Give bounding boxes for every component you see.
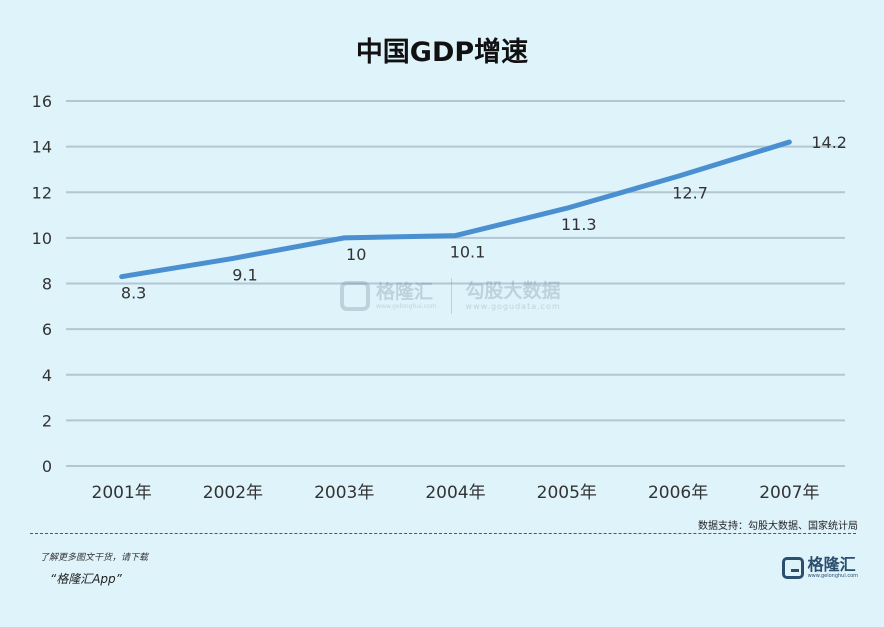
watermark-separator bbox=[450, 278, 452, 314]
brand-url: www.gelonghui.com bbox=[807, 572, 858, 579]
x-tick-label: 2005年 bbox=[537, 483, 597, 503]
x-tick-label: 2004年 bbox=[425, 483, 485, 503]
watermark-right-name: 勾股大数据 bbox=[465, 280, 561, 302]
x-tick-label: 2007年 bbox=[759, 483, 819, 503]
y-tick-label: 16 bbox=[32, 92, 52, 111]
brand-logo-icon bbox=[781, 557, 804, 579]
promo-line-2: “格隆汇App” bbox=[50, 572, 122, 586]
data-label: 12.7 bbox=[672, 183, 708, 202]
data-labels: 8.3 9.1 10 10.1 11.3 12.7 14.2 bbox=[121, 133, 847, 303]
data-label: 10 bbox=[346, 245, 366, 264]
x-axis-ticks: 2001年 2002年 2003年 2004年 2005年 2006年 2007年 bbox=[92, 483, 820, 503]
source-text: 数据支持：勾股大数据、国家统计局 bbox=[698, 521, 858, 532]
watermark-logo-icon bbox=[340, 281, 370, 311]
y-tick-label: 2 bbox=[42, 411, 52, 430]
brand-name: 格隆汇 bbox=[807, 554, 856, 574]
data-label: 14.2 bbox=[811, 133, 847, 152]
y-tick-label: 0 bbox=[42, 457, 52, 476]
y-axis-ticks: 0 2 4 6 8 10 12 14 16 bbox=[32, 92, 52, 476]
watermark-right-url: www.gogudata.com bbox=[465, 302, 561, 311]
y-tick-label: 4 bbox=[42, 366, 52, 385]
x-tick-label: 2002年 bbox=[203, 483, 263, 503]
series-line bbox=[119, 139, 792, 280]
data-label: 10.1 bbox=[450, 243, 486, 262]
x-tick-label: 2003年 bbox=[314, 483, 374, 503]
x-tick-label: 2006年 bbox=[648, 483, 708, 503]
series-lines bbox=[119, 139, 792, 280]
data-label: 9.1 bbox=[232, 265, 257, 284]
watermark: 格隆汇 www.gelonghui.com 勾股大数据 www.gogudata… bbox=[340, 276, 561, 316]
watermark-left-name: 格隆汇 bbox=[376, 281, 434, 303]
y-tick-label: 10 bbox=[32, 229, 52, 248]
x-tick-label: 2001年 bbox=[92, 483, 152, 503]
chart-title: 中国GDP增速 bbox=[355, 37, 529, 68]
data-label: 8.3 bbox=[121, 284, 146, 303]
y-tick-label: 8 bbox=[42, 275, 52, 294]
promo-line-1: 了解更多图文干货，请下载 bbox=[40, 553, 149, 563]
data-label: 11.3 bbox=[561, 215, 597, 234]
y-tick-label: 14 bbox=[32, 138, 52, 157]
y-tick-label: 12 bbox=[32, 183, 52, 202]
divider bbox=[30, 533, 856, 534]
brand-logo: 格隆汇 www.gelonghui.com bbox=[781, 554, 858, 580]
y-tick-label: 6 bbox=[42, 320, 52, 339]
watermark-left-url: www.gelonghui.com bbox=[376, 303, 437, 310]
